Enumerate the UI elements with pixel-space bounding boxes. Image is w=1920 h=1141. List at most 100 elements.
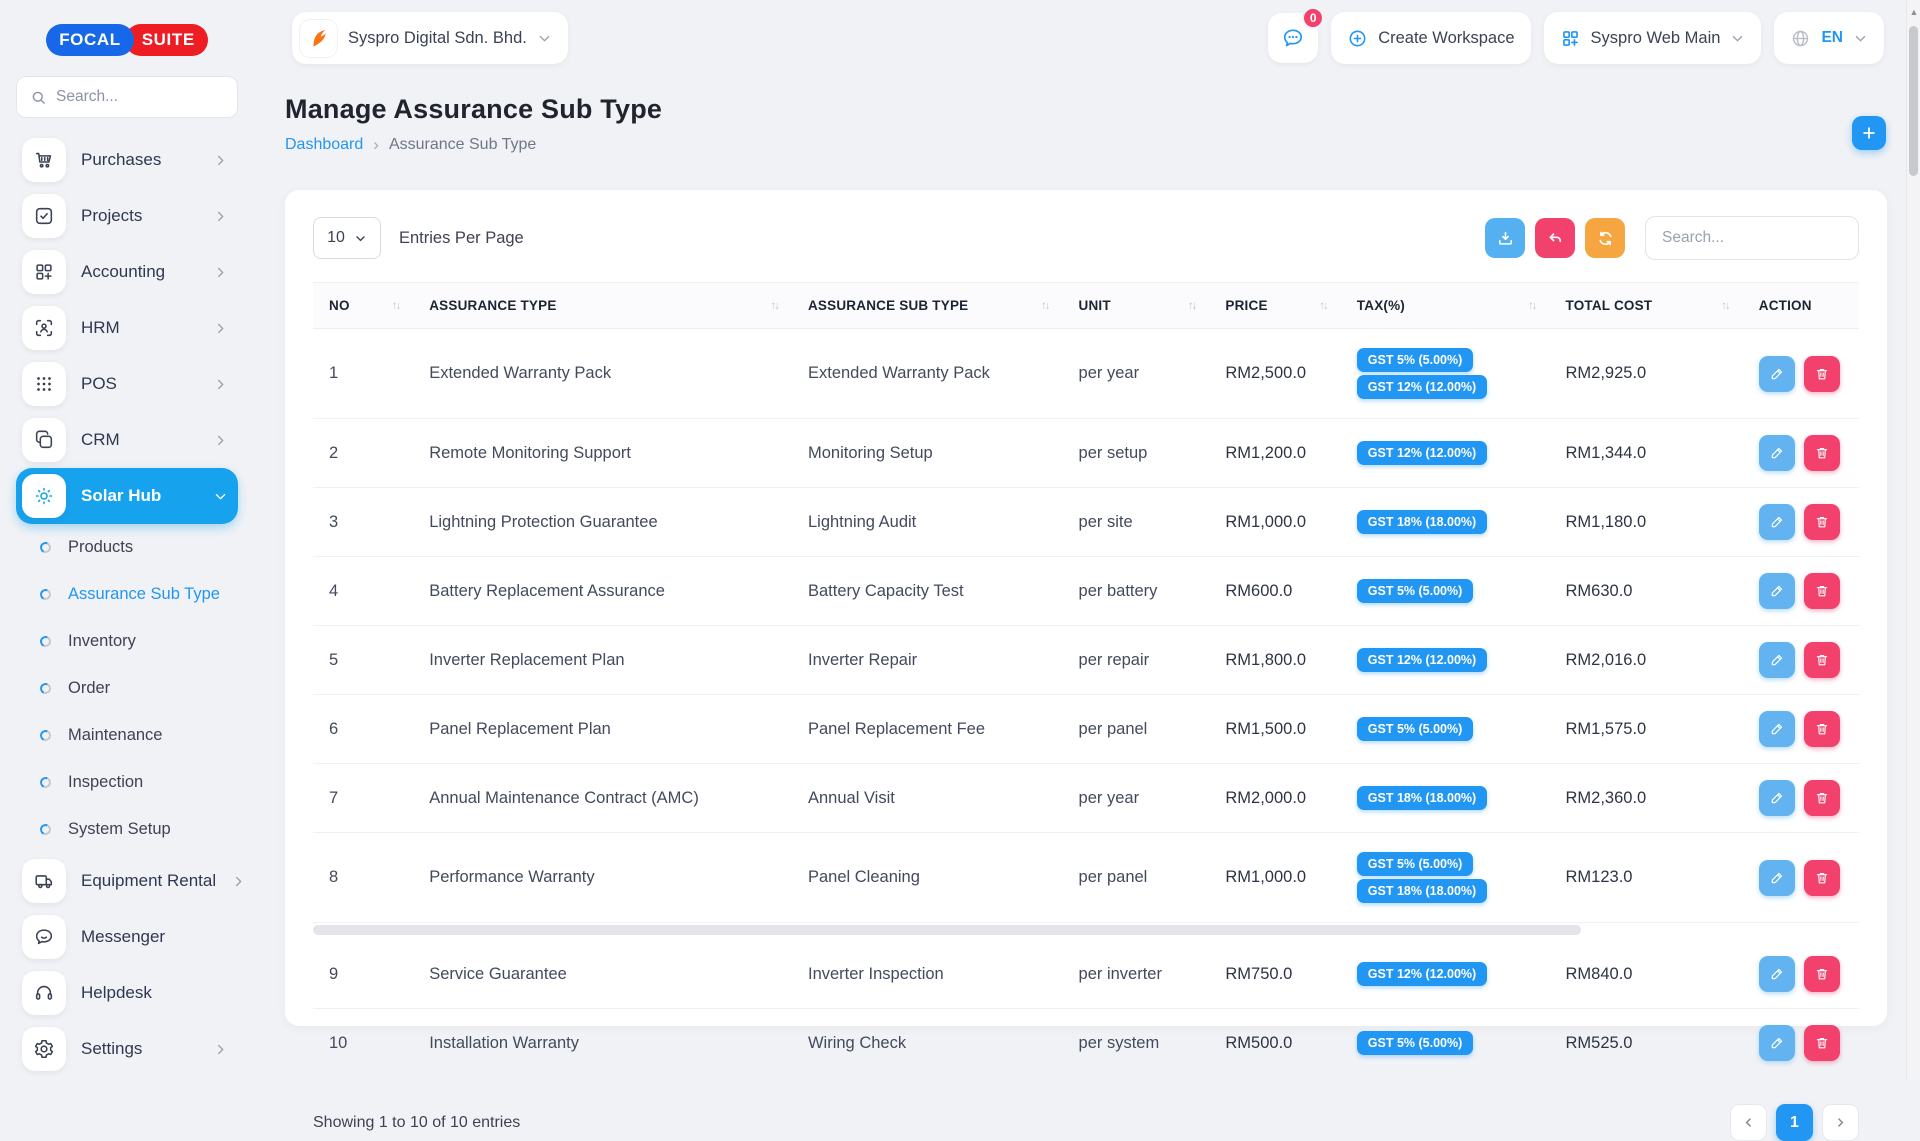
- column-header-assurance-type[interactable]: ASSURANCE TYPE↑↓: [421, 283, 800, 329]
- trash-icon: [1814, 583, 1830, 599]
- pagination-prev-button[interactable]: [1730, 1104, 1767, 1141]
- sidebar-search-input[interactable]: [56, 88, 224, 106]
- table-footer: Showing 1 to 10 of 10 entries 1: [313, 1104, 1859, 1141]
- edit-button[interactable]: [1759, 711, 1795, 747]
- sort-icon[interactable]: ↑↓: [1721, 300, 1743, 312]
- table-row: 8 Performance Warranty Panel Cleaning pe…: [313, 833, 1859, 923]
- edit-button[interactable]: [1759, 860, 1795, 896]
- scrollbar-up-arrow-icon[interactable]: ▲: [1907, 7, 1920, 17]
- delete-button[interactable]: [1804, 860, 1840, 896]
- sidebar-subitem-assurance-sub-type[interactable]: Assurance Sub Type: [16, 571, 238, 618]
- column-header-no[interactable]: NO↑↓: [313, 283, 421, 329]
- horizontal-scrollbar-thumb[interactable]: [313, 925, 1581, 935]
- topbar-actions: 0 Create Workspace Syspro Web Main EN: [1268, 12, 1884, 64]
- undo-back-button[interactable]: [1535, 218, 1575, 258]
- download-icon: [1496, 229, 1515, 248]
- sidebar-item-solar-hub[interactable]: Solar Hub: [16, 468, 238, 524]
- edit-button[interactable]: [1759, 956, 1795, 992]
- sidebar-subitem-system-setup[interactable]: System Setup: [16, 806, 238, 853]
- sidebar-subitem-order[interactable]: Order: [16, 665, 238, 712]
- delete-button[interactable]: [1804, 356, 1840, 392]
- entries-per-page-select[interactable]: 10: [313, 217, 381, 259]
- edit-button[interactable]: [1759, 504, 1795, 540]
- edit-button[interactable]: [1759, 356, 1795, 392]
- add-record-button[interactable]: [1852, 116, 1886, 150]
- sidebar-item-hrm[interactable]: HRM: [16, 300, 238, 356]
- tax-badge: GST 18% (18.00%): [1357, 786, 1487, 810]
- edit-button[interactable]: [1759, 780, 1795, 816]
- entries-per-page-value: 10: [327, 229, 345, 247]
- workspace-selector[interactable]: Syspro Digital Sdn. Bhd.: [292, 12, 568, 64]
- breadcrumb-dashboard-link[interactable]: Dashboard: [285, 136, 363, 154]
- column-header-assurance-sub-type[interactable]: ASSURANCE SUB TYPE↑↓: [800, 283, 1071, 329]
- entries-per-page-label: Entries Per Page: [399, 229, 524, 248]
- pencil-icon: [1769, 514, 1785, 530]
- delete-button[interactable]: [1804, 1025, 1840, 1061]
- column-header-price[interactable]: PRICE↑↓: [1217, 283, 1348, 329]
- delete-button[interactable]: [1804, 642, 1840, 678]
- pencil-icon: [1769, 870, 1785, 886]
- trash-icon: [1814, 366, 1830, 382]
- sidebar-menu: Purchases Projects Accounting HRM POS CR…: [16, 132, 238, 1077]
- sidebar-item-messenger[interactable]: Messenger: [16, 909, 238, 965]
- trash-icon: [1814, 870, 1830, 886]
- cell-price: RM1,500.0: [1217, 695, 1348, 764]
- edit-button[interactable]: [1759, 642, 1795, 678]
- pencil-icon: [1769, 966, 1785, 982]
- table-header-row: NO↑↓ASSURANCE TYPE↑↓ASSURANCE SUB TYPE↑↓…: [313, 283, 1859, 329]
- language-selector[interactable]: EN: [1774, 12, 1884, 64]
- delete-button[interactable]: [1804, 435, 1840, 471]
- sidebar-subitem-products[interactable]: Products: [16, 524, 238, 571]
- edit-button[interactable]: [1759, 435, 1795, 471]
- create-workspace-button[interactable]: Create Workspace: [1331, 12, 1530, 64]
- edit-button[interactable]: [1759, 573, 1795, 609]
- edit-button[interactable]: [1759, 1025, 1795, 1061]
- export-download-button[interactable]: [1485, 218, 1525, 258]
- delete-button[interactable]: [1804, 573, 1840, 609]
- sidebar-subitem-inventory[interactable]: Inventory: [16, 618, 238, 665]
- sidebar-item-purchases[interactable]: Purchases: [16, 132, 238, 188]
- column-header-unit[interactable]: UNIT↑↓: [1071, 283, 1218, 329]
- sidebar-item-settings[interactable]: Settings: [16, 1021, 238, 1077]
- pencil-icon: [1769, 583, 1785, 599]
- chat-button[interactable]: 0: [1268, 13, 1318, 63]
- delete-button[interactable]: [1804, 504, 1840, 540]
- sidebar-item-crm[interactable]: CRM: [16, 412, 238, 468]
- search-icon: [30, 89, 47, 106]
- sidebar-subitem-maintenance[interactable]: Maintenance: [16, 712, 238, 759]
- sidebar-item-helpdesk[interactable]: Helpdesk: [16, 965, 238, 1021]
- sort-icon[interactable]: ↑↓: [1319, 300, 1341, 312]
- cell-assurance-type: Installation Warranty: [421, 1009, 800, 1078]
- sort-icon[interactable]: ↑↓: [1188, 300, 1210, 312]
- bullet-icon: [38, 728, 52, 742]
- delete-button[interactable]: [1804, 780, 1840, 816]
- cell-assurance-sub-type: Panel Replacement Fee: [800, 695, 1071, 764]
- breadcrumb-current: Assurance Sub Type: [389, 136, 536, 154]
- pagination-next-button[interactable]: [1822, 1104, 1859, 1141]
- cell-no: 3: [313, 488, 421, 557]
- cell-assurance-type: Annual Maintenance Contract (AMC): [421, 764, 800, 833]
- column-header-tax[interactable]: TAX(%)↑↓: [1349, 283, 1558, 329]
- vertical-scrollbar-thumb[interactable]: [1909, 26, 1918, 176]
- cell-no: 9: [313, 940, 421, 1009]
- app-menu-button[interactable]: Syspro Web Main: [1544, 12, 1762, 64]
- column-header-total-cost[interactable]: TOTAL COST↑↓: [1558, 283, 1751, 329]
- sidebar-item-accounting[interactable]: Accounting: [16, 244, 238, 300]
- delete-button[interactable]: [1804, 711, 1840, 747]
- table-search-input[interactable]: [1645, 216, 1859, 260]
- pagination-page-1[interactable]: 1: [1776, 1104, 1813, 1141]
- refresh-button[interactable]: [1585, 218, 1625, 258]
- sidebar-item-equipment-rental[interactable]: Equipment Rental: [16, 853, 238, 909]
- sidebar-item-pos[interactable]: POS: [16, 356, 238, 412]
- sort-icon[interactable]: ↑↓: [392, 300, 414, 312]
- sort-icon[interactable]: ↑↓: [770, 300, 792, 312]
- vertical-scrollbar[interactable]: ▲: [1906, 0, 1920, 1080]
- sort-icon[interactable]: ↑↓: [1041, 300, 1063, 312]
- bullet-icon: [38, 681, 52, 695]
- sidebar-subitem-inspection[interactable]: Inspection: [16, 759, 238, 806]
- table-row: 9 Service Guarantee Inverter Inspection …: [313, 940, 1859, 1009]
- delete-button[interactable]: [1804, 956, 1840, 992]
- tax-badge: GST 12% (12.00%): [1357, 375, 1487, 399]
- sidebar-item-projects[interactable]: Projects: [16, 188, 238, 244]
- sort-icon[interactable]: ↑↓: [1528, 300, 1550, 312]
